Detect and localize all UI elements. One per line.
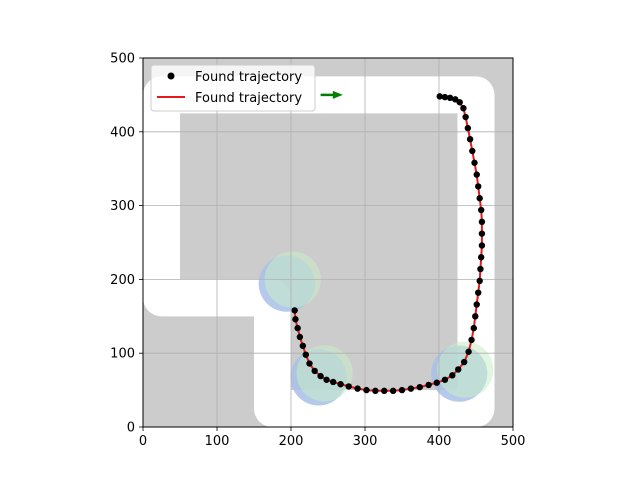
trajectory-point <box>425 381 432 389</box>
trajectory-point <box>294 324 301 332</box>
trajectory-point <box>299 342 307 350</box>
trajectory-point <box>477 265 484 273</box>
trajectory-point <box>477 254 485 261</box>
trajectory-point <box>329 378 337 386</box>
trajectory-point <box>416 383 423 391</box>
trajectory-point <box>471 159 478 166</box>
trajectory-point <box>475 183 482 190</box>
trajectory-point <box>446 94 454 102</box>
trajectory-point <box>311 367 318 375</box>
trajectory-point <box>466 135 474 143</box>
trajectory-point <box>477 206 485 214</box>
trajectory-point <box>476 277 483 285</box>
trajectory-point <box>441 93 449 101</box>
x-tick-label: 500 <box>501 434 526 449</box>
goal-arrow-layer <box>320 90 343 99</box>
region-green <box>296 345 353 402</box>
grid-layer <box>143 58 513 427</box>
region-green <box>437 341 494 398</box>
y-tick-label: 400 <box>110 125 135 140</box>
trajectory-point <box>296 333 304 341</box>
legend-label: Found trajectory <box>195 70 302 85</box>
trajectory-point <box>460 358 468 366</box>
y-tick-label: 500 <box>110 52 135 67</box>
legend-marker-dot <box>167 72 175 80</box>
trajectory-point <box>436 93 443 100</box>
trajectory-point <box>465 348 472 355</box>
trajectory-point <box>452 96 459 103</box>
trajectory-point <box>476 195 483 202</box>
trajectory-point <box>472 313 479 320</box>
plot-area <box>143 58 513 427</box>
trajectory-point <box>292 316 299 323</box>
trajectory-point <box>381 387 388 395</box>
trajectory-point <box>478 230 486 237</box>
y-tick-label: 300 <box>110 199 135 214</box>
trajectory-point <box>389 387 397 395</box>
goal-arrow-head <box>332 90 343 99</box>
trajectory-point <box>441 376 449 383</box>
trajectory-point <box>433 379 440 386</box>
trajectory-point <box>473 301 480 308</box>
trajectory-point <box>478 242 486 249</box>
trajectory-point <box>345 383 352 390</box>
plot-frame <box>142 57 514 428</box>
trajectory-point <box>470 324 477 332</box>
x-tick-label: 200 <box>279 434 304 449</box>
trajectory-point <box>475 289 482 296</box>
region-layer <box>258 251 494 406</box>
trajectory-point <box>354 385 361 392</box>
trajectory-point <box>469 147 476 155</box>
trajectory-point <box>363 386 370 394</box>
legend-label: Found trajectory <box>195 91 302 106</box>
y-tick-label: 200 <box>110 273 135 288</box>
legend-box <box>150 64 316 112</box>
trajectory-point <box>337 380 344 388</box>
trajectory-point <box>449 372 456 379</box>
trajectory-point <box>291 307 298 314</box>
trajectory-point <box>473 171 480 178</box>
trajectory-point <box>462 113 469 121</box>
x-tick-label: 0 <box>139 434 147 449</box>
trajectory-point <box>460 104 467 112</box>
y-tick-label: 0 <box>127 421 135 436</box>
trajectory-point <box>323 376 330 383</box>
trajectory-point <box>407 385 415 392</box>
legend: Found trajectory Found trajectory <box>150 64 316 112</box>
x-tick-label: 400 <box>427 434 452 449</box>
trajectory-point <box>468 336 475 344</box>
trajectory-point <box>455 366 462 373</box>
trajectory-point <box>306 360 313 367</box>
axes-layer: 0 100 200 300 400 500 0 100 200 300 400 500 <box>110 52 525 450</box>
trajectory-point <box>372 387 379 395</box>
y-tick-label: 100 <box>110 347 135 362</box>
trajectory-point <box>302 351 309 358</box>
trajectory-point-layer <box>291 93 486 395</box>
trajectory-point <box>398 386 406 394</box>
x-tick-label: 300 <box>353 434 378 449</box>
trajectory-point <box>317 372 324 380</box>
trajectory-point <box>478 218 486 226</box>
x-tick-label: 100 <box>205 434 230 449</box>
trajectory-point <box>464 124 472 132</box>
